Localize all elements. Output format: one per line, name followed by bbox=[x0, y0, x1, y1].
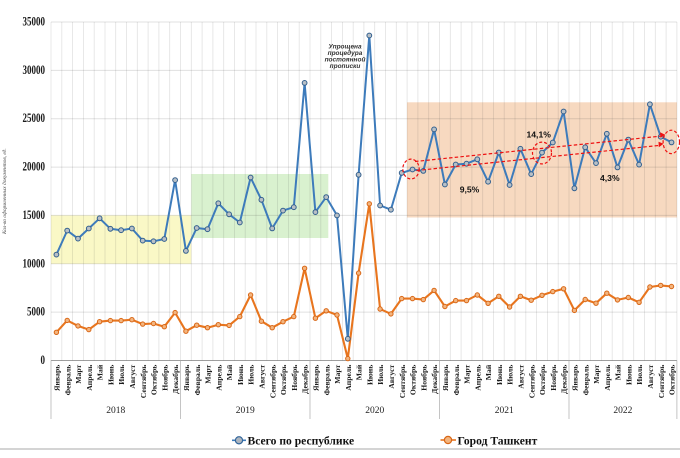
svg-text:4,3%: 4,3% bbox=[600, 173, 620, 183]
svg-text:Январь: Январь bbox=[571, 365, 580, 391]
svg-text:Май: Май bbox=[614, 364, 623, 380]
svg-text:Апрель: Апрель bbox=[473, 365, 482, 391]
svg-text:Декабрь: Декабрь bbox=[301, 365, 310, 394]
svg-text:9,5%: 9,5% bbox=[460, 185, 480, 195]
svg-text:Октябрь: Октябрь bbox=[150, 365, 159, 395]
svg-text:10000: 10000 bbox=[23, 256, 46, 270]
svg-text:Упрощена: Упрощена bbox=[328, 44, 362, 51]
svg-text:0: 0 bbox=[41, 353, 46, 367]
svg-text:Март: Март bbox=[592, 364, 601, 383]
svg-text:25000: 25000 bbox=[23, 111, 46, 125]
svg-text:Июль: Июль bbox=[635, 365, 644, 385]
svg-text:Май: Май bbox=[355, 364, 364, 380]
svg-text:Июнь: Июнь bbox=[107, 365, 116, 385]
svg-text:Апрель: Апрель bbox=[85, 365, 94, 391]
svg-text:Март: Март bbox=[463, 364, 472, 383]
svg-text:Январь: Январь bbox=[441, 365, 450, 391]
svg-text:Февраль: Февраль bbox=[452, 365, 461, 396]
svg-text:2020: 2020 bbox=[365, 406, 384, 416]
svg-text:Июль: Июль bbox=[376, 365, 385, 385]
svg-text:Ноябрь: Ноябрь bbox=[549, 365, 558, 391]
svg-text:Август: Август bbox=[387, 364, 396, 388]
svg-text:Декабрь: Декабрь bbox=[560, 365, 569, 394]
svg-text:Январь: Январь bbox=[182, 365, 191, 391]
svg-text:15000: 15000 bbox=[23, 208, 46, 222]
svg-text:Ноябрь: Ноябрь bbox=[290, 365, 299, 391]
svg-text:Июнь: Июнь bbox=[624, 365, 633, 385]
svg-text:Апрель: Апрель bbox=[344, 365, 353, 391]
svg-text:2021: 2021 bbox=[495, 406, 514, 416]
svg-text:2019: 2019 bbox=[236, 406, 255, 416]
svg-text:2018: 2018 bbox=[106, 406, 125, 416]
svg-text:Февраль: Февраль bbox=[193, 365, 202, 396]
svg-text:Октябрь: Октябрь bbox=[279, 365, 288, 395]
svg-text:Май: Май bbox=[225, 364, 234, 380]
svg-text:2022: 2022 bbox=[613, 406, 632, 416]
svg-text:Город Ташкент: Город Ташкент bbox=[458, 435, 538, 448]
svg-text:Декабрь: Декабрь bbox=[171, 365, 180, 394]
svg-text:Апрель: Апрель bbox=[214, 365, 223, 391]
svg-text:14,1%: 14,1% bbox=[527, 130, 552, 140]
svg-text:Август: Август bbox=[646, 364, 655, 388]
svg-text:Июнь: Июнь bbox=[236, 365, 245, 385]
svg-text:Март: Март bbox=[74, 364, 83, 383]
svg-text:Февраль: Февраль bbox=[581, 365, 590, 396]
svg-text:Сентябрь: Сентябрь bbox=[527, 365, 536, 399]
svg-text:Октябрь: Октябрь bbox=[538, 365, 547, 395]
svg-text:Февраль: Февраль bbox=[63, 365, 72, 396]
svg-text:Июнь: Июнь bbox=[495, 365, 504, 385]
svg-text:Январь: Январь bbox=[312, 365, 321, 391]
svg-text:5000: 5000 bbox=[27, 305, 45, 319]
svg-text:Ноябрь: Ноябрь bbox=[160, 365, 169, 391]
svg-text:35000: 35000 bbox=[23, 15, 46, 29]
svg-text:Апрель: Апрель bbox=[603, 365, 612, 391]
svg-text:Сентябрь: Сентябрь bbox=[398, 365, 407, 399]
svg-text:30000: 30000 bbox=[23, 63, 46, 77]
svg-text:Август: Август bbox=[517, 364, 526, 388]
svg-text:Август: Август bbox=[128, 364, 137, 388]
svg-text:Январь: Январь bbox=[53, 365, 62, 391]
svg-text:Сентябрь: Сентябрь bbox=[657, 365, 666, 399]
svg-text:Декабрь: Декабрь bbox=[430, 365, 439, 394]
svg-text:Июнь: Июнь bbox=[365, 365, 374, 385]
svg-text:Июль: Июль bbox=[247, 365, 256, 385]
svg-text:постоянной: постоянной bbox=[325, 56, 366, 64]
svg-text:Август: Август bbox=[258, 364, 267, 388]
svg-text:Февраль: Февраль bbox=[322, 365, 331, 396]
svg-text:Ноябрь: Ноябрь bbox=[419, 365, 428, 391]
svg-text:прописки: прописки bbox=[330, 63, 361, 70]
svg-text:Всего по республике: Всего по республике bbox=[248, 435, 355, 448]
svg-text:Октябрь: Октябрь bbox=[668, 365, 677, 395]
svg-text:20000: 20000 bbox=[23, 160, 46, 174]
svg-text:Март: Март bbox=[333, 364, 342, 383]
svg-text:Сентябрь: Сентябрь bbox=[139, 365, 148, 399]
svg-text:Май: Май bbox=[96, 364, 105, 380]
svg-text:Июль: Июль bbox=[506, 365, 515, 385]
svg-text:Май: Май bbox=[484, 364, 493, 380]
svg-text:Июль: Июль bbox=[117, 365, 126, 385]
svg-text:Кол-во оформленных документов,: Кол-во оформленных документов, ед. bbox=[1, 148, 8, 235]
svg-text:процедура: процедура bbox=[328, 49, 363, 57]
svg-text:Октябрь: Октябрь bbox=[409, 365, 418, 395]
svg-text:Март: Март bbox=[204, 364, 213, 383]
svg-text:Сентябрь: Сентябрь bbox=[268, 365, 277, 399]
